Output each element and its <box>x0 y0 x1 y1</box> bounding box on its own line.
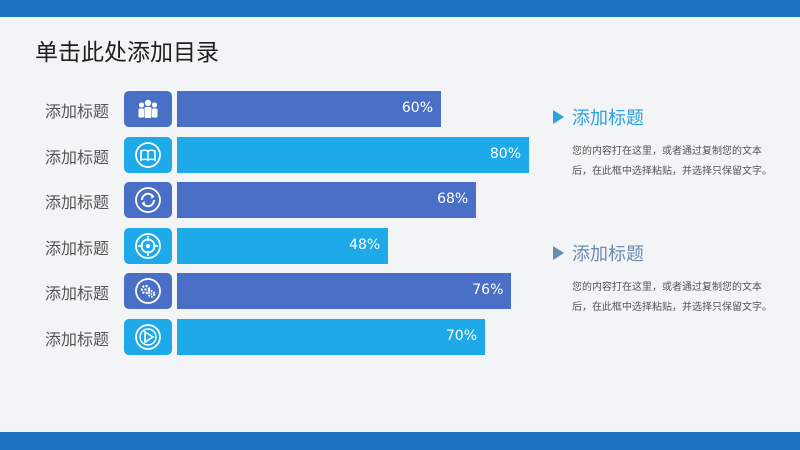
bottom-band <box>0 432 800 450</box>
team-icon <box>138 99 158 118</box>
top-band <box>0 0 800 17</box>
compass-icon <box>135 324 161 350</box>
bar <box>177 227 389 264</box>
page-title: 单击此处添加目录 <box>35 40 219 66</box>
data-label: 68% <box>437 191 469 208</box>
info-header-2: 添加标题 <box>553 240 793 266</box>
data-label: 76% <box>472 282 504 299</box>
chart-row: 添加标题 68% <box>0 182 800 219</box>
info-block-2: 添加标题 您的内容打在这里，或者通过复制您的文本后，在此框中选择粘贴，并选择只保… <box>553 240 793 318</box>
category-icon-box <box>124 227 172 264</box>
cycle-icon <box>135 187 161 214</box>
data-label: 60% <box>401 100 433 116</box>
category-label: 添加标题 <box>45 238 110 258</box>
category-label: 添加标题 <box>45 102 110 121</box>
chart-row: 添加标题 60% <box>0 91 800 127</box>
arrow-right-icon <box>553 110 564 124</box>
category-icon-box <box>124 273 172 310</box>
target-icon <box>135 232 161 259</box>
bar <box>177 136 529 173</box>
info-header-1: 添加标题 <box>553 104 793 130</box>
arrow-right-icon <box>553 246 564 260</box>
category-label: 添加标题 <box>45 284 110 304</box>
bar <box>177 182 477 219</box>
bar <box>177 91 441 127</box>
bar <box>177 319 485 355</box>
data-label: 48% <box>349 236 381 253</box>
bar <box>177 273 512 310</box>
info-block-1: 添加标题 您的内容打在这里，或者通过复制您的文本后，在此框中选择粘贴，并选择只保… <box>553 104 793 182</box>
data-label: 80% <box>489 145 521 162</box>
category-icon-box <box>124 182 172 219</box>
category-label: 添加标题 <box>45 193 110 213</box>
data-label: 70% <box>445 328 477 344</box>
chart-row: 添加标题 76% <box>0 273 800 310</box>
category-icon-box <box>124 136 172 173</box>
info-text: 您的内容打在这里，或者通过复制您的文本后，在此框中选择粘贴，并选择只保留文字。 <box>572 282 772 313</box>
category-label: 添加标题 <box>45 147 110 167</box>
category-label: 添加标题 <box>45 330 110 349</box>
category-icon-box <box>124 319 172 355</box>
gears-icon <box>135 278 161 305</box>
info-title: 添加标题 <box>572 244 644 265</box>
chart-row: 添加标题 80% <box>0 136 800 173</box>
chart-row: 添加标题 48% <box>0 227 800 264</box>
chart-row: 添加标题 70% <box>0 319 800 355</box>
category-icon-box <box>124 91 172 127</box>
info-text: 您的内容打在这里，或者通过复制您的文本后，在此框中选择粘贴，并选择只保留文字。 <box>572 146 772 177</box>
book-icon <box>135 141 161 168</box>
info-title: 添加标题 <box>572 108 644 129</box>
